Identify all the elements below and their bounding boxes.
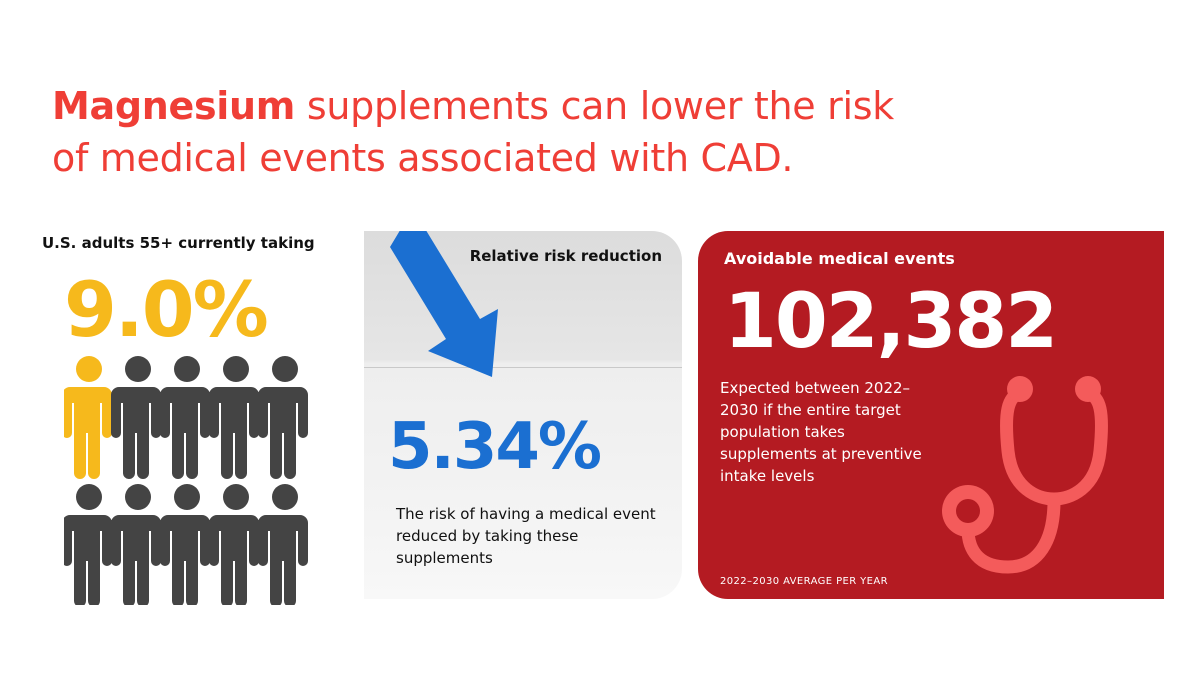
person-icon	[209, 356, 259, 479]
people-icon-grid	[64, 356, 308, 605]
headline-strong: Magnesium	[52, 84, 296, 128]
person-icon-highlighted	[64, 356, 112, 479]
down-arrow-icon	[390, 231, 498, 377]
risk-panel: Relative risk reduction 5.34% The risk o…	[364, 231, 682, 599]
events-panel: Avoidable medical events 102,382 Expecte…	[698, 231, 1164, 599]
person-icon	[111, 356, 161, 479]
stethoscope-icon	[942, 376, 1108, 574]
risk-label: Relative risk reduction	[469, 247, 662, 265]
person-icon	[258, 356, 308, 479]
events-description: Expected between 2022–2030 if the entire…	[720, 379, 922, 485]
events-value: 102,382	[724, 276, 1058, 365]
person-icon	[111, 484, 161, 605]
risk-panel-divider	[364, 367, 682, 368]
person-icon	[160, 356, 210, 479]
headline: Magnesium supplements can lower the risk…	[52, 80, 1052, 184]
headline-line2: of medical events associated with CAD.	[52, 136, 794, 180]
person-icon	[64, 484, 112, 605]
person-icon	[258, 484, 308, 605]
risk-value: 5.34%	[388, 410, 602, 484]
headline-line1-rest: supplements can lower the risk	[295, 84, 894, 128]
risk-description: The risk of having a medical event reduc…	[396, 505, 656, 567]
adults-label: U.S. adults 55+ currently taking	[42, 234, 315, 252]
events-footnote: 2022–2030 AVERAGE PER YEAR	[720, 576, 888, 587]
person-icon	[160, 484, 210, 605]
adults-value: 9.0%	[64, 265, 269, 354]
person-icon	[209, 484, 259, 605]
events-label: Avoidable medical events	[724, 249, 955, 268]
